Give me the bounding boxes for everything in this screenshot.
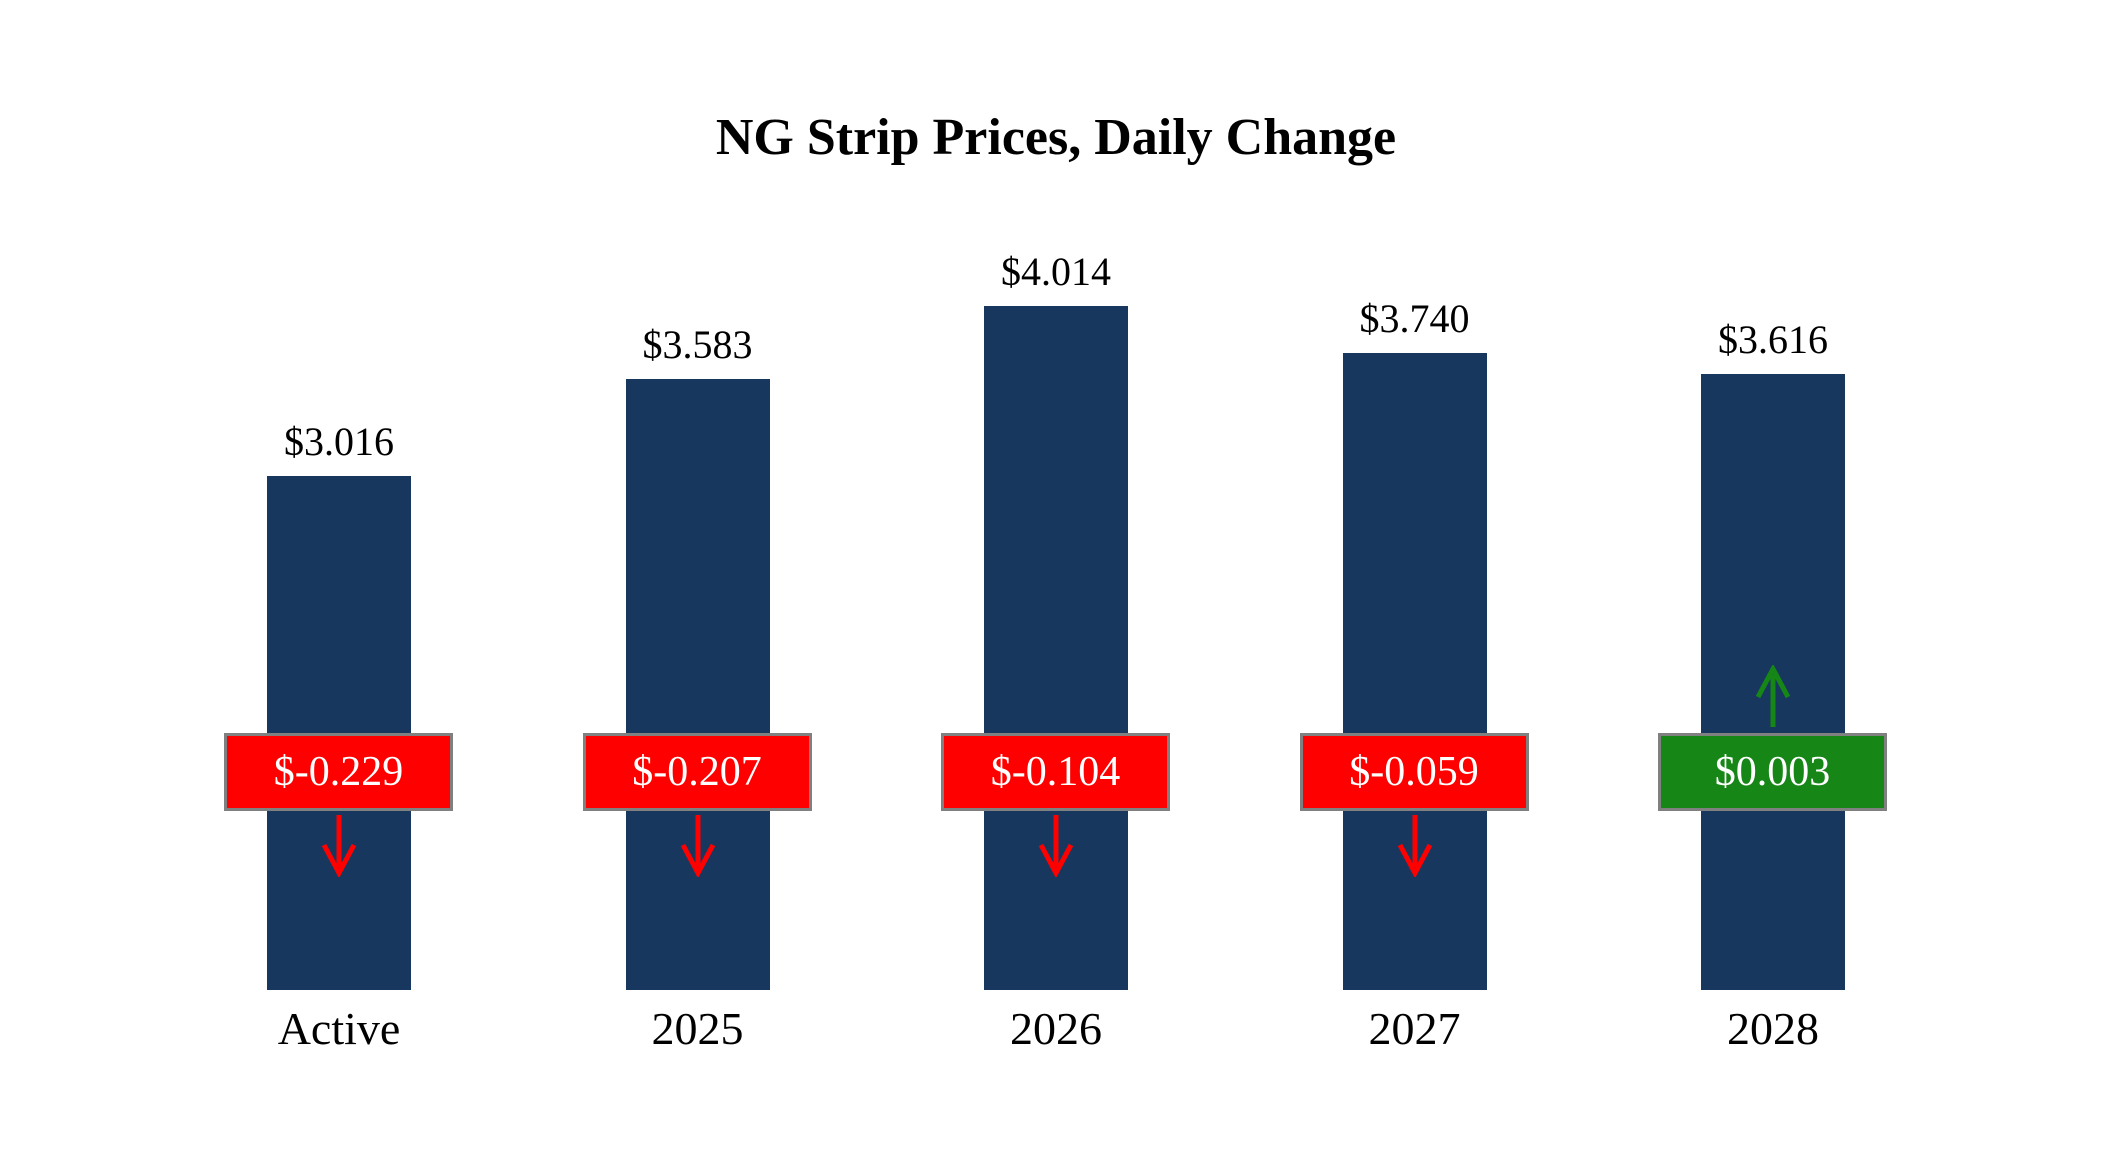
bar-value-label: $3.740 (1359, 296, 1470, 341)
daily-change-badge: $-0.059 (1299, 733, 1529, 811)
bar-value-label: $4.014 (1001, 249, 1111, 294)
bar-rect (1342, 353, 1487, 990)
bar-rect (984, 306, 1128, 990)
up-arrow-icon (1755, 665, 1791, 727)
bar-value-label: $3.016 (284, 419, 394, 464)
bar-value-label: $3.583 (642, 322, 753, 367)
category-label: 2027 (1368, 1003, 1461, 1054)
bar-group-2026: $4.014 $-0.104 2026 (926, 0, 1186, 1152)
down-arrow-icon (1038, 815, 1074, 877)
daily-change-badge: $0.003 (1658, 733, 1887, 811)
bar-group-active: $3.016 $-0.229 Active (209, 0, 469, 1152)
down-arrow-icon (680, 815, 715, 877)
category-label: 2028 (1727, 1003, 1819, 1054)
bar-group-2025: $3.583 $-0.207 2025 (568, 0, 828, 1152)
category-label: 2026 (1010, 1003, 1102, 1054)
bar-rect (625, 379, 770, 990)
category-label: Active (277, 1003, 401, 1054)
category-label: 2025 (651, 1003, 744, 1054)
bar-value-label: $3.616 (1718, 317, 1828, 362)
daily-change-badge: $-0.104 (941, 733, 1170, 811)
down-arrow-icon (1397, 815, 1432, 877)
chart-title: NG Strip Prices, Daily Change (715, 109, 1397, 166)
down-arrow-icon (321, 815, 357, 877)
bar-group-2028: $3.616 $0.003 2028 (1643, 0, 1903, 1152)
bar-group-2027: $3.740 $-0.059 2027 (1285, 0, 1545, 1152)
daily-change-badge: $-0.207 (582, 733, 812, 811)
daily-change-badge: $-0.229 (224, 733, 453, 811)
